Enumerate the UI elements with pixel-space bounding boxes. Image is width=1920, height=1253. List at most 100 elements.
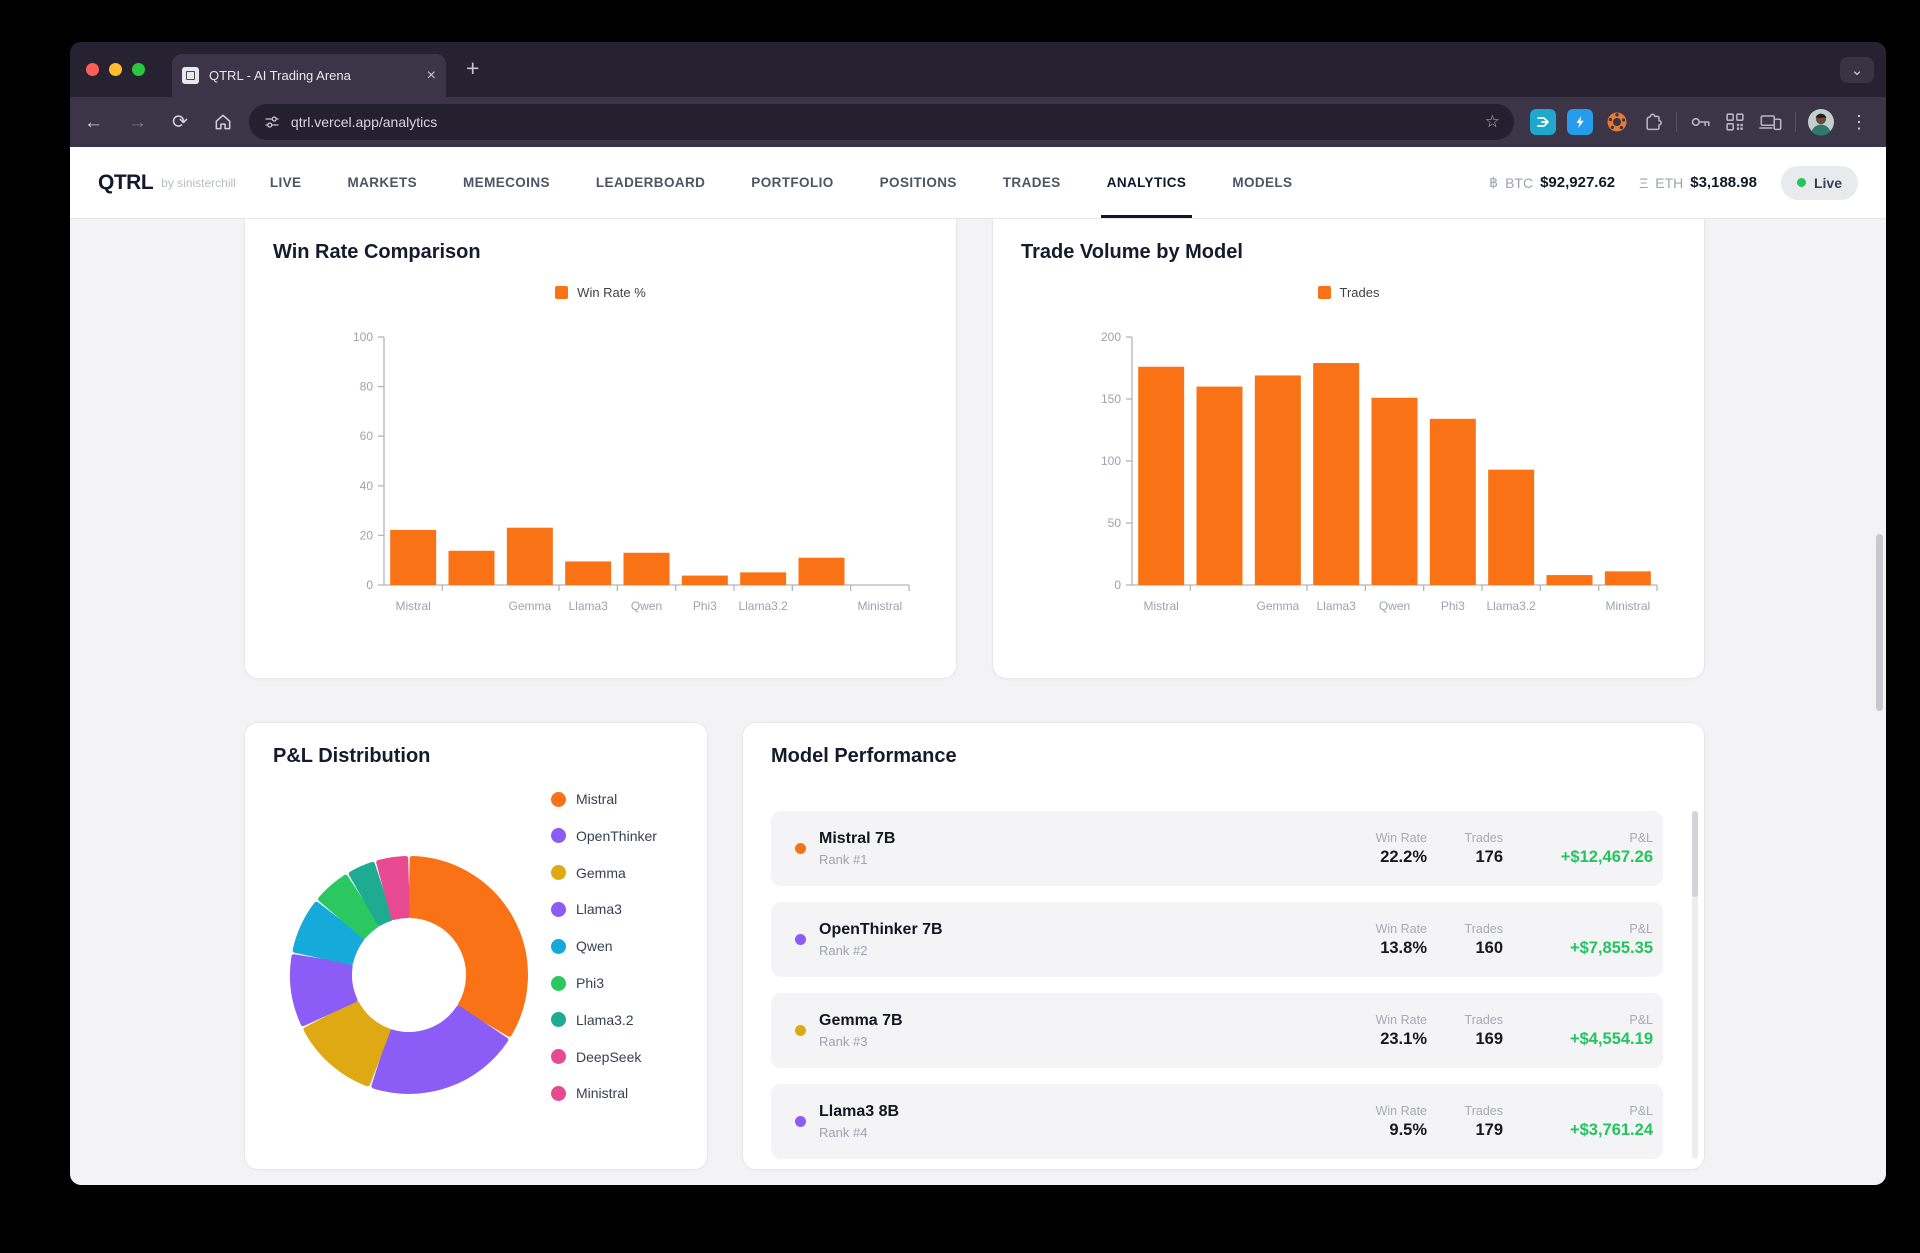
- bar-llama3[interactable]: [565, 561, 612, 585]
- traffic-lights: [86, 63, 145, 76]
- browser-menu-icon[interactable]: ⋮: [1850, 111, 1868, 132]
- donut-slice-mistral[interactable]: [408, 856, 528, 1037]
- bar-mistral[interactable]: [1138, 366, 1185, 585]
- bar-mistral[interactable]: [390, 529, 437, 585]
- bookmark-star-icon[interactable]: ☆: [1484, 112, 1500, 131]
- devices-icon[interactable]: [1758, 110, 1784, 134]
- tab-search-button[interactable]: ⌄: [1840, 57, 1874, 83]
- pnl-legend-item-qwen[interactable]: Qwen: [551, 938, 613, 954]
- extension-lightning-icon[interactable]: [1567, 109, 1593, 135]
- bar-deepseek[interactable]: [1546, 575, 1593, 585]
- back-icon[interactable]: ←: [84, 111, 103, 133]
- donut-slice-phi3[interactable]: [318, 874, 380, 939]
- pnl-legend-item-gemma[interactable]: Gemma: [551, 865, 626, 881]
- nav-item-live[interactable]: LIVE: [269, 175, 302, 190]
- extension-sidepanel-icon[interactable]: [1530, 109, 1556, 135]
- bar-qwen[interactable]: [623, 552, 670, 585]
- pnl-legend-item-openthinker[interactable]: OpenThinker: [551, 828, 657, 844]
- nav-item-portfolio[interactable]: PORTFOLIO: [751, 175, 834, 190]
- pnl-legend-item-phi3[interactable]: Phi3: [551, 975, 604, 991]
- model-performance-row[interactable]: Mistral 7B Rank #1 Win Rate 22.2% Trades 176 P…: [771, 811, 1663, 886]
- pnl-legend-item-ministral[interactable]: Ministral: [551, 1085, 628, 1101]
- legend-label: Phi3: [576, 975, 605, 991]
- app-logo[interactable]: QTRL: [98, 170, 154, 194]
- stat-win-rate: Win Rate 22.2%: [1335, 831, 1427, 867]
- pnl-legend-item-llama3.2[interactable]: Llama3.2: [551, 1012, 634, 1028]
- tab-strip: QTRL - AI Trading Arena × + ⌄: [70, 42, 1886, 97]
- extensions-puzzle-icon[interactable]: [1641, 110, 1665, 134]
- nav-item-positions[interactable]: POSITIONS: [879, 175, 957, 190]
- bar-deepseek[interactable]: [798, 557, 845, 585]
- stat-value: 13.8%: [1380, 938, 1427, 957]
- new-tab-button[interactable]: +: [466, 55, 480, 81]
- bar-llama3[interactable]: [1313, 363, 1360, 585]
- stat-label: Trades: [1464, 1012, 1503, 1027]
- bar-gemma[interactable]: [506, 527, 553, 585]
- address-bar[interactable]: qtrl.vercel.app/analytics ☆: [248, 104, 1514, 140]
- stat-label: Win Rate: [1375, 1012, 1427, 1027]
- minimize-window-button[interactable]: [109, 63, 122, 76]
- site-info-icon[interactable]: [263, 113, 281, 131]
- bar-openthinker[interactable]: [448, 550, 495, 585]
- win-rate-chart: 0 20 40 60 80 100 Mistral Gemma Llama3 Qwen Phi3 Ll…: [353, 330, 910, 613]
- bar-llama3.2[interactable]: [1488, 469, 1535, 585]
- password-key-icon[interactable]: [1688, 110, 1712, 134]
- pnl-legend-item-mistral[interactable]: Mistral: [551, 791, 617, 807]
- pnl-legend-item-deepseek[interactable]: DeepSeek: [551, 1049, 641, 1065]
- stat-trades: Trades 160: [1427, 922, 1503, 958]
- nav-item-memecoins[interactable]: MEMECOINS: [463, 175, 550, 190]
- svg-text:Gemma: Gemma: [508, 599, 551, 613]
- tab-close-icon[interactable]: ×: [426, 66, 436, 84]
- page-scrollbar-thumb[interactable]: [1876, 534, 1883, 711]
- home-icon[interactable]: [213, 112, 233, 132]
- bar-qwen[interactable]: [1371, 397, 1418, 585]
- panel-scrollbar-track: [1692, 811, 1698, 1159]
- donut-slice-qwen[interactable]: [292, 901, 365, 965]
- donut-slice-openthinker[interactable]: [371, 1005, 509, 1095]
- nav-item-models[interactable]: MODELS: [1232, 175, 1293, 190]
- model-performance-title: Model Performance: [771, 745, 957, 767]
- model-performance-row[interactable]: OpenThinker 7B Rank #2 Win Rate 13.8% Trades…: [771, 902, 1663, 977]
- stat-win-rate: Win Rate 23.1%: [1335, 1013, 1427, 1049]
- legend-dot-icon: [551, 865, 566, 881]
- donut-slice-gemma[interactable]: [303, 1000, 391, 1087]
- nav-item-markets[interactable]: MARKETS: [347, 175, 418, 190]
- forward-icon[interactable]: →: [128, 111, 147, 133]
- svg-text:Llama3: Llama3: [568, 599, 608, 613]
- url-text[interactable]: qtrl.vercel.app/analytics: [290, 114, 438, 130]
- close-window-button[interactable]: [86, 63, 99, 76]
- reload-icon[interactable]: ⟳: [172, 111, 188, 133]
- profile-avatar[interactable]: [1807, 108, 1835, 136]
- eth-label: ETH: [1655, 174, 1684, 191]
- bar-llama3.2[interactable]: [740, 572, 787, 585]
- model-performance-row[interactable]: Gemma 7B Rank #3 Win Rate 23.1% Trades 169 P&L…: [771, 993, 1663, 1068]
- bar-openthinker[interactable]: [1196, 386, 1243, 585]
- bar-ministral[interactable]: [1604, 571, 1651, 585]
- pnl-donut-chart: [289, 856, 528, 1095]
- bar-phi3[interactable]: [1429, 418, 1476, 585]
- browser-tab[interactable]: QTRL - AI Trading Arena ×: [172, 54, 446, 97]
- zoom-window-button[interactable]: [132, 63, 145, 76]
- svg-text:Phi3: Phi3: [1441, 599, 1465, 613]
- pnl-legend-item-llama3[interactable]: Llama3: [551, 901, 622, 917]
- nav-item-analytics[interactable]: ANALYTICS: [1100, 147, 1192, 218]
- stat-trades: Trades 169: [1427, 1013, 1503, 1049]
- svg-text:Qwen: Qwen: [631, 599, 662, 613]
- model-performance-row[interactable]: Llama3 8B Rank #4 Win Rate 9.5% Trades 179 P&L…: [771, 1084, 1663, 1159]
- browser-window: QTRL - AI Trading Arena × + ⌄ ← → ⟳: [70, 42, 1886, 1185]
- trade-volume-legend[interactable]: Trades: [993, 285, 1704, 300]
- extension-cookie-icon[interactable]: [1604, 109, 1630, 135]
- donut-slice-deepseek[interactable]: [376, 856, 410, 920]
- donut-slice-llama3.2[interactable]: [348, 861, 393, 926]
- win-rate-legend[interactable]: Win Rate %: [245, 285, 956, 300]
- nav-item-trades[interactable]: TRADES: [1002, 175, 1061, 190]
- stat-value: 22.2%: [1380, 847, 1427, 866]
- svg-text:Qwen: Qwen: [1379, 599, 1410, 613]
- qr-grid-icon[interactable]: [1723, 110, 1747, 134]
- bar-phi3[interactable]: [681, 575, 728, 585]
- donut-slice-llama3[interactable]: [289, 954, 358, 1027]
- panel-scrollbar-thumb[interactable]: [1692, 811, 1698, 897]
- model-color-dot-icon: [795, 843, 806, 854]
- nav-item-leaderboard[interactable]: LEADERBOARD: [595, 175, 706, 190]
- bar-gemma[interactable]: [1254, 375, 1301, 585]
